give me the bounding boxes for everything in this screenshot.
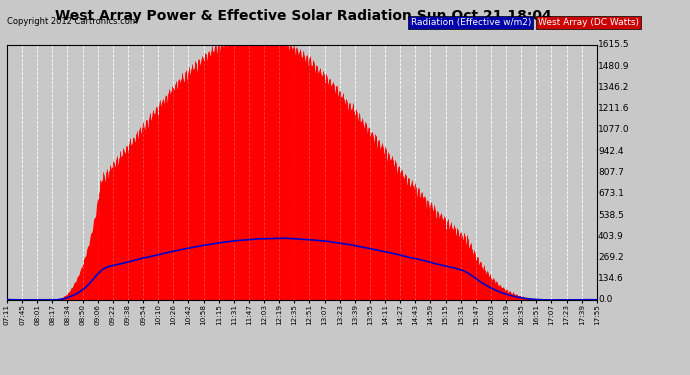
Text: Copyright 2012 Cartronics.com: Copyright 2012 Cartronics.com bbox=[7, 17, 138, 26]
Text: 1615.5: 1615.5 bbox=[598, 40, 630, 50]
Text: 1211.6: 1211.6 bbox=[598, 104, 629, 113]
Text: Radiation (Effective w/m2): Radiation (Effective w/m2) bbox=[411, 18, 531, 27]
Text: 1077.0: 1077.0 bbox=[598, 126, 630, 135]
Text: 269.2: 269.2 bbox=[598, 253, 624, 262]
Text: 403.9: 403.9 bbox=[598, 232, 624, 241]
Text: 0.0: 0.0 bbox=[598, 296, 613, 304]
Text: 1480.9: 1480.9 bbox=[598, 62, 629, 71]
Text: West Array Power & Effective Solar Radiation Sun Oct 21 18:04: West Array Power & Effective Solar Radia… bbox=[55, 9, 552, 23]
Text: 134.6: 134.6 bbox=[598, 274, 624, 283]
Text: 673.1: 673.1 bbox=[598, 189, 624, 198]
Text: 1346.2: 1346.2 bbox=[598, 83, 629, 92]
Text: 538.5: 538.5 bbox=[598, 210, 624, 219]
Text: West Array (DC Watts): West Array (DC Watts) bbox=[538, 18, 639, 27]
Text: 807.7: 807.7 bbox=[598, 168, 624, 177]
Text: 942.4: 942.4 bbox=[598, 147, 624, 156]
